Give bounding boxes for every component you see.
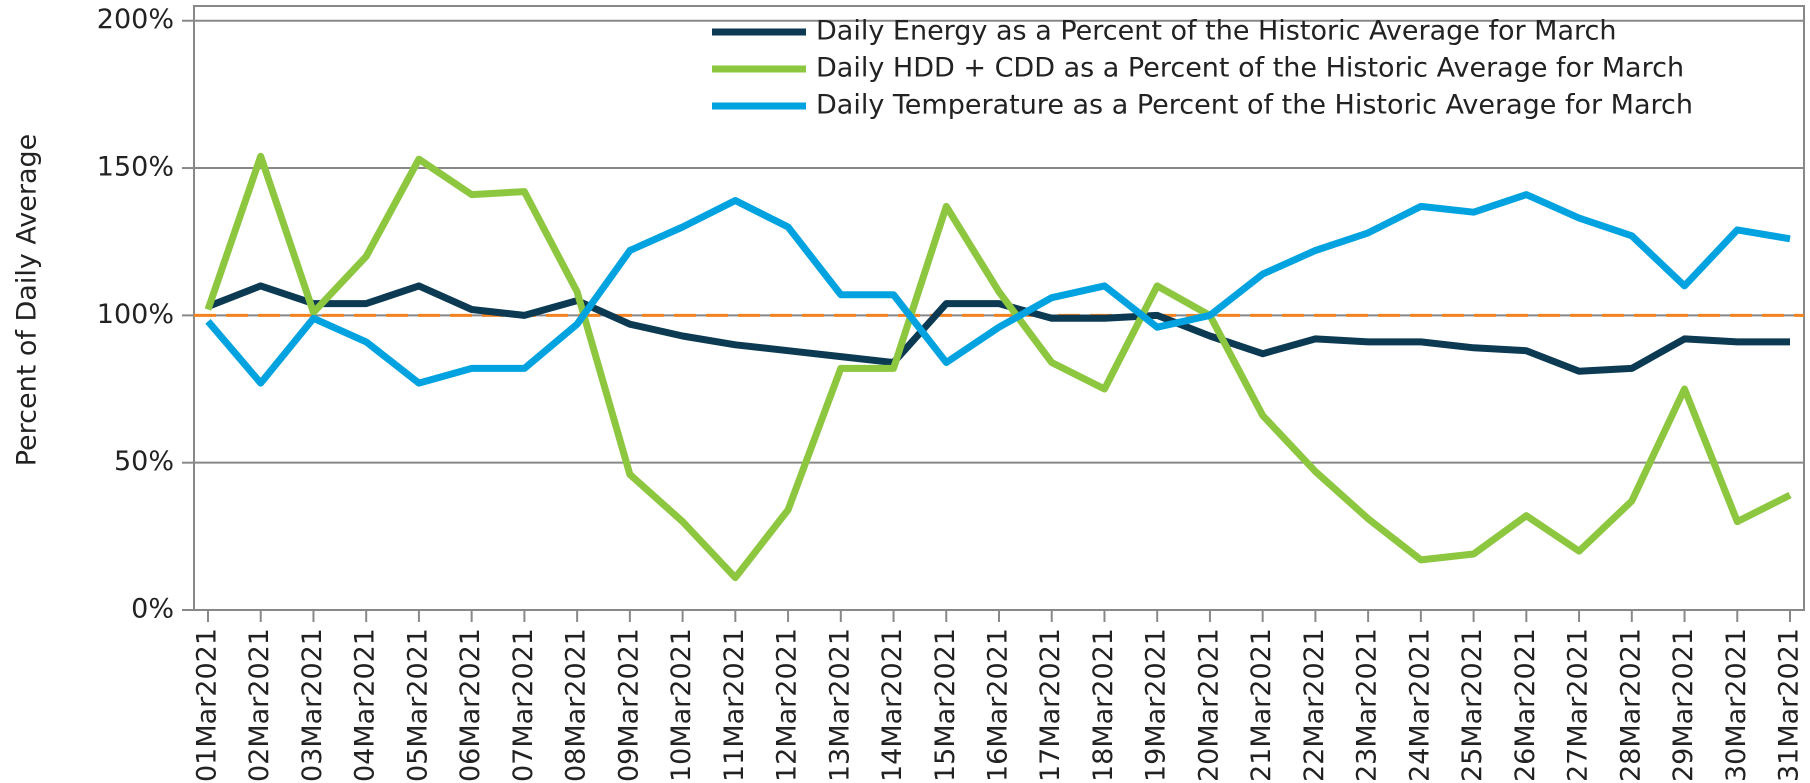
x-tick-label: 17Mar2021 — [1035, 628, 1066, 782]
y-tick-label: 200% — [97, 4, 174, 35]
series-line — [204, 152, 1792, 582]
x-tick-label: 19Mar2021 — [1141, 628, 1172, 782]
x-tick-label: 26Mar2021 — [1510, 628, 1541, 782]
x-tick-label: 09Mar2021 — [613, 628, 644, 782]
x-tick-label: 10Mar2021 — [666, 628, 697, 782]
x-tick-label: 16Mar2021 — [983, 628, 1014, 782]
series-line — [205, 191, 1791, 387]
x-tick-label: 21Mar2021 — [1246, 628, 1277, 782]
x-tick-label: 03Mar2021 — [297, 628, 328, 782]
x-tick-label: 11Mar2021 — [719, 628, 750, 782]
series-line — [206, 282, 1790, 375]
legend-label: Daily HDD + CDD as a Percent of the Hist… — [816, 53, 1684, 84]
y-axis-label: Percent of Daily Average — [12, 134, 43, 467]
legend-label: Daily Energy as a Percent of the Histori… — [816, 16, 1616, 47]
x-tick-label: 15Mar2021 — [930, 628, 961, 782]
x-tick-label: 13Mar2021 — [824, 628, 855, 782]
x-tick-label: 20Mar2021 — [1193, 628, 1224, 782]
x-tick-label: 30Mar2021 — [1721, 628, 1752, 782]
x-tick-label: 14Mar2021 — [877, 628, 908, 782]
y-tick-label: 0% — [131, 594, 174, 625]
x-tick-label: 28Mar2021 — [1615, 628, 1646, 782]
x-tick-label: 25Mar2021 — [1457, 628, 1488, 782]
x-tick-label: 22Mar2021 — [1299, 628, 1330, 782]
y-tick-label: 50% — [114, 446, 174, 477]
x-tick-label: 04Mar2021 — [350, 628, 381, 782]
x-tick-label: 29Mar2021 — [1668, 628, 1699, 782]
x-tick-label: 07Mar2021 — [508, 628, 539, 782]
x-tick-label: 12Mar2021 — [772, 628, 803, 782]
y-tick-label: 100% — [97, 299, 174, 330]
x-tick-label: 18Mar2021 — [1088, 628, 1119, 782]
x-tick-label: 06Mar2021 — [455, 628, 486, 782]
x-tick-label: 08Mar2021 — [561, 628, 592, 782]
legend-label: Daily Temperature as a Percent of the Hi… — [816, 90, 1693, 121]
x-tick-label: 05Mar2021 — [402, 628, 433, 782]
x-tick-label: 02Mar2021 — [244, 628, 275, 782]
y-tick-label: 150% — [97, 152, 174, 183]
x-tick-label: 31Mar2021 — [1774, 628, 1805, 782]
x-tick-label: 24Mar2021 — [1404, 628, 1435, 782]
x-tick-label: 23Mar2021 — [1352, 628, 1383, 782]
x-tick-label: 01Mar2021 — [192, 628, 223, 782]
x-tick-label: 27Mar2021 — [1563, 628, 1594, 782]
